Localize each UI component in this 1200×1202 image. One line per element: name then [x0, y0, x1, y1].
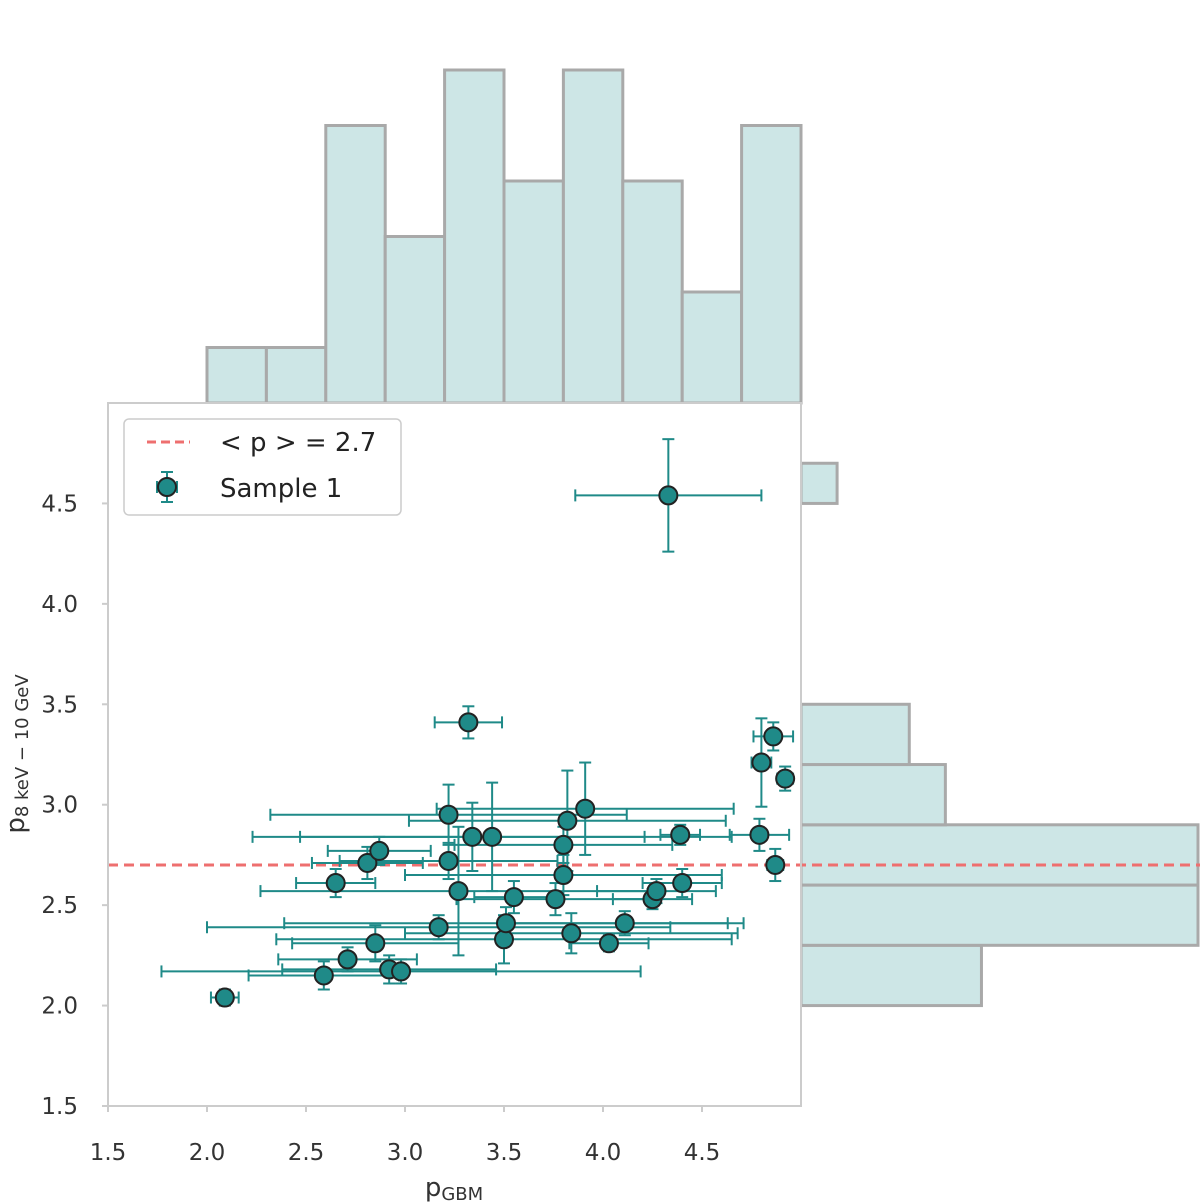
right-hist-bar	[799, 763, 947, 827]
x-axis-label: pGBM	[425, 1173, 483, 1202]
data-point	[369, 840, 390, 861]
top-hist-bar	[324, 124, 387, 405]
top-hist-bar	[383, 235, 447, 405]
x-tick-label: 1.5	[90, 1140, 127, 1166]
data-point	[763, 726, 784, 747]
right-histogram	[799, 461, 1200, 1008]
x-tick-label: 3.0	[387, 1140, 424, 1166]
data-point	[545, 889, 566, 910]
data-point	[462, 826, 483, 847]
right-hist-bar	[799, 883, 1200, 947]
data-point	[495, 913, 516, 934]
y-axis-label: p8 keV − 10 GeV	[1, 674, 33, 834]
data-point	[553, 834, 574, 855]
x-tick-label: 4.5	[684, 1140, 721, 1166]
point-layer	[214, 485, 796, 1008]
data-point	[438, 804, 459, 825]
data-point	[391, 961, 412, 982]
data-point	[553, 865, 574, 886]
top-hist-bar	[740, 124, 803, 405]
y-tick-label: 3.5	[41, 692, 78, 718]
top-hist-bar	[561, 68, 625, 405]
right-hist-bar	[799, 461, 839, 505]
x-tick-label: 3.5	[486, 1140, 523, 1166]
data-point	[503, 887, 524, 908]
legend-sample-label: Sample 1	[220, 474, 342, 504]
top-hist-bar	[264, 346, 328, 405]
data-point	[313, 965, 334, 986]
data-point	[670, 824, 691, 845]
legend-box	[123, 418, 402, 516]
data-point	[428, 917, 449, 938]
data-point	[598, 933, 619, 954]
y-tick-label: 4.5	[41, 491, 78, 517]
top-histogram	[205, 68, 803, 405]
data-point	[337, 949, 358, 970]
y-tick-label: 1.5	[41, 1094, 78, 1120]
y-tick-label: 2.0	[41, 994, 78, 1020]
right-hist-bar	[799, 702, 911, 767]
data-point	[438, 850, 459, 871]
top-hist-bar	[502, 179, 565, 405]
y-tick-label: 2.5	[41, 893, 78, 919]
data-point	[561, 923, 582, 944]
right-hist-bar	[799, 943, 983, 1008]
y-tick-label: 4.0	[41, 592, 78, 618]
x-tick-label: 2.0	[189, 1140, 226, 1166]
right-hist-bar	[799, 823, 1200, 887]
data-point	[751, 752, 772, 773]
data-point	[646, 881, 667, 902]
x-tick-label: 4.0	[585, 1140, 622, 1166]
data-point	[557, 810, 578, 831]
data-point	[448, 881, 469, 902]
top-hist-bar	[443, 68, 506, 405]
data-point	[672, 873, 693, 894]
plot-frame	[107, 402, 802, 1107]
legend: < p > = 2.7 Sample 1	[123, 418, 402, 516]
y-tick-label: 3.0	[41, 793, 78, 819]
data-point	[458, 712, 479, 733]
x-tick-label: 2.5	[288, 1140, 325, 1166]
data-point	[325, 873, 346, 894]
data-point	[357, 852, 378, 873]
data-point	[658, 485, 679, 506]
legend-mean-line-label: < p > = 2.7	[220, 428, 376, 458]
data-point	[775, 768, 796, 789]
x-axis: 1.5 2.0 2.5 3.0 3.5 4.0 4.5	[90, 1106, 721, 1166]
legend-sample-swatch	[156, 471, 178, 503]
data-point	[365, 933, 386, 954]
data-point	[614, 913, 635, 934]
top-hist-bar	[680, 290, 744, 405]
data-point	[575, 798, 596, 819]
top-hist-bar	[205, 346, 268, 405]
top-hist-bar	[621, 179, 684, 405]
data-point	[214, 987, 235, 1008]
y-axis: 1.5 2.0 2.5 3.0 3.5 4.0 4.5	[41, 491, 108, 1120]
data-point	[765, 854, 786, 875]
data-point	[749, 824, 770, 845]
data-point	[482, 826, 503, 847]
